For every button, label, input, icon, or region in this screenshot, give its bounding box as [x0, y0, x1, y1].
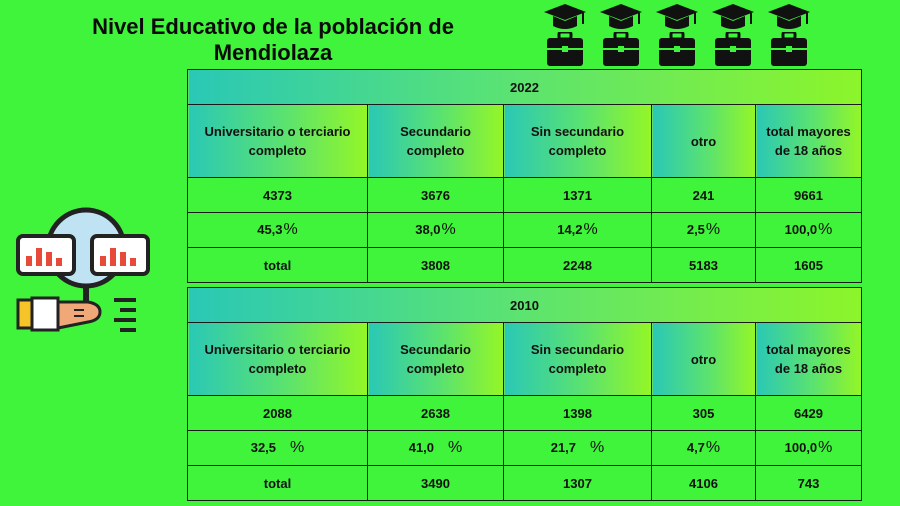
- percent-cell: 38,0%: [367, 212, 504, 248]
- briefcase-icon: [659, 32, 695, 66]
- total-cell: 2248: [503, 247, 652, 283]
- percent-cell: 41,0%: [367, 430, 504, 466]
- count-cell: 241: [651, 177, 756, 213]
- percent-symbol: %: [441, 221, 456, 238]
- percent-value: 21,7: [550, 440, 577, 455]
- icon-column: [654, 0, 700, 68]
- icon-column: [766, 0, 812, 68]
- column-header: otro: [651, 322, 756, 396]
- total-cell: 743: [754, 465, 863, 501]
- total-cell: 1605: [754, 247, 863, 283]
- count-cell: 3676: [367, 177, 504, 213]
- total-cell: 4106: [651, 465, 756, 501]
- percent-cell: 21,7%: [503, 430, 652, 466]
- percent-value: 4,7: [686, 440, 705, 455]
- graduation-cap-icon: [544, 4, 586, 29]
- percent-symbol: %: [283, 221, 298, 238]
- percent-value: 45,3: [257, 222, 283, 237]
- percent-value: 14,2: [557, 222, 583, 237]
- percent-value: 2,5: [686, 222, 705, 237]
- percent-symbol: %: [583, 221, 598, 238]
- count-cell: 1371: [503, 177, 652, 213]
- column-header: Sin secundario completo: [503, 322, 652, 396]
- count-cell: 9661: [754, 177, 863, 213]
- column-header: Universitario o terciario completo: [187, 322, 368, 396]
- percent-symbol: %: [818, 221, 833, 238]
- table-year: 2022: [186, 69, 863, 105]
- percent-cell: 14,2%: [503, 212, 652, 248]
- percent-value: 100,0: [784, 440, 818, 455]
- icon-strip: [542, 0, 872, 68]
- percent-cell: 100,0%: [754, 430, 863, 466]
- briefcase-icon: [603, 32, 639, 66]
- total-cell: 3490: [367, 465, 504, 501]
- icon-column: [710, 0, 756, 68]
- column-header: total mayores de 18 años: [754, 322, 863, 396]
- percent-symbol: %: [448, 439, 463, 456]
- icon-column: [542, 0, 588, 68]
- column-header: Secundario completo: [367, 322, 504, 396]
- percent-symbol: %: [290, 439, 305, 456]
- page-title: Nivel Educativo de la población de Mendi…: [92, 14, 454, 65]
- graduation-cap-icon: [768, 4, 810, 29]
- percent-value: 32,5: [250, 440, 277, 455]
- education-table-2010: 2010 Universitario o terciario completo …: [186, 287, 863, 501]
- count-cell: 1398: [503, 395, 652, 431]
- percent-symbol: %: [590, 439, 605, 456]
- count-cell: 2088: [187, 395, 368, 431]
- percent-cell: 45,3%: [187, 212, 368, 248]
- percent-cell: 100,0%: [754, 212, 863, 248]
- count-cell: 2638: [367, 395, 504, 431]
- briefcase-icon: [715, 32, 751, 66]
- percent-cell: 2,5%: [651, 212, 756, 248]
- count-cell: 305: [651, 395, 756, 431]
- percent-symbol: %: [705, 221, 721, 238]
- person-analytics-icon: [16, 207, 150, 332]
- percent-cell: 32,5%: [187, 430, 368, 466]
- column-header: Sin secundario completo: [503, 104, 652, 178]
- percent-value: 38,0: [415, 222, 441, 237]
- percent-value: 41,0: [408, 440, 435, 455]
- total-cell: total: [187, 465, 368, 501]
- percent-symbol: %: [818, 439, 833, 456]
- column-header: total mayores de 18 años: [754, 104, 863, 178]
- column-header: Secundario completo: [367, 104, 504, 178]
- percent-cell: 4,7%: [651, 430, 756, 466]
- percent-value: 100,0: [784, 222, 818, 237]
- column-header: otro: [651, 104, 756, 178]
- graduation-cap-icon: [656, 4, 698, 29]
- briefcase-icon: [547, 32, 583, 66]
- count-cell: 4373: [187, 177, 368, 213]
- count-cell: 6429: [754, 395, 863, 431]
- total-cell: 5183: [651, 247, 756, 283]
- column-header: Universitario o terciario completo: [187, 104, 368, 178]
- education-table-2022: 2022 Universitario o terciario completo …: [186, 69, 863, 283]
- table-year: 2010: [186, 287, 863, 323]
- percent-symbol: %: [705, 439, 721, 456]
- icon-column: [598, 0, 644, 68]
- briefcase-icon: [771, 32, 807, 66]
- total-cell: total: [187, 247, 368, 283]
- total-cell: 1307: [503, 465, 652, 501]
- graduation-cap-icon: [712, 4, 754, 29]
- graduation-cap-icon: [600, 4, 642, 29]
- total-cell: 3808: [367, 247, 504, 283]
